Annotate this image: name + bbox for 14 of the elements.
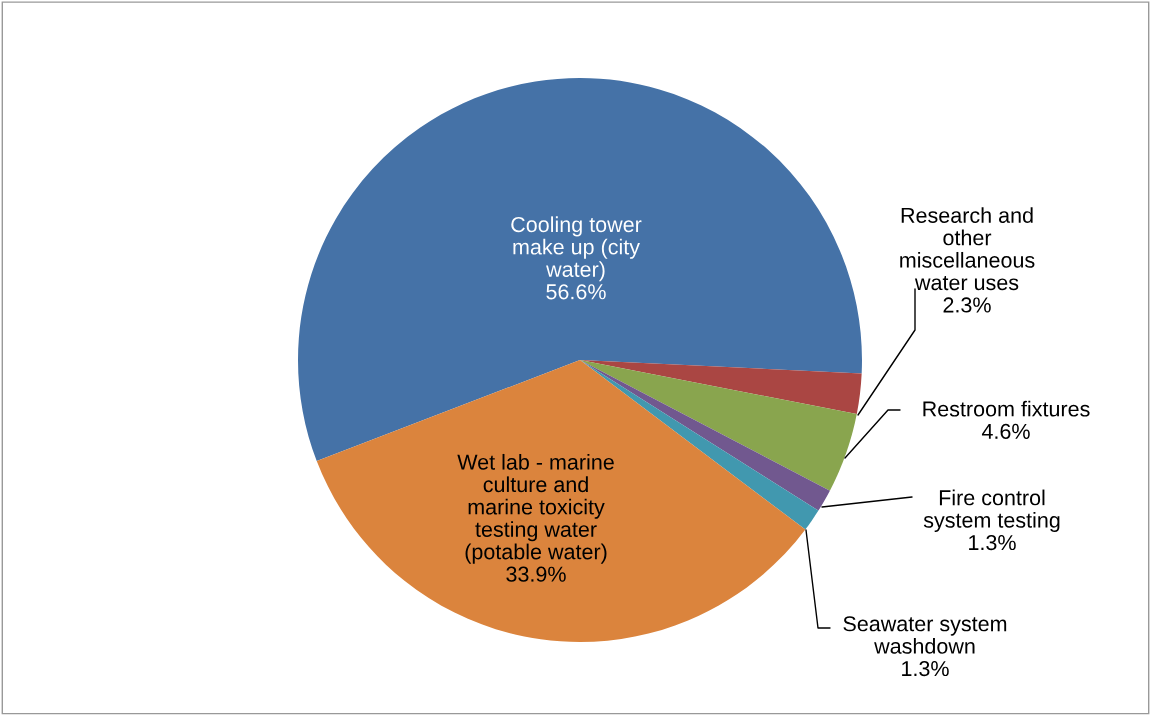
data-label: 4.6% (981, 423, 1030, 439)
data-label: 56.6% (546, 284, 606, 300)
data-label: 1.3% (902, 660, 949, 677)
pie-slice (316, 360, 806, 642)
data-label: 33.9% (506, 566, 566, 582)
slice-label: Research and other miscellaneous water uses (900, 207, 1035, 291)
slice-label: Fire control system testing (923, 489, 1060, 533)
slice-label: Wet lab - marine culture and marine toxicity testing water (potable water) (457, 453, 614, 564)
slice-label: Seawater system washdown (843, 616, 1007, 654)
slice-label: Cooling tower make up (city water) (511, 216, 642, 282)
data-label: 1.3% (969, 534, 1016, 551)
pie-slice (580, 360, 862, 414)
slice-label: Restroom fixtures (923, 400, 1090, 417)
data-label: 2.3% (943, 297, 991, 313)
